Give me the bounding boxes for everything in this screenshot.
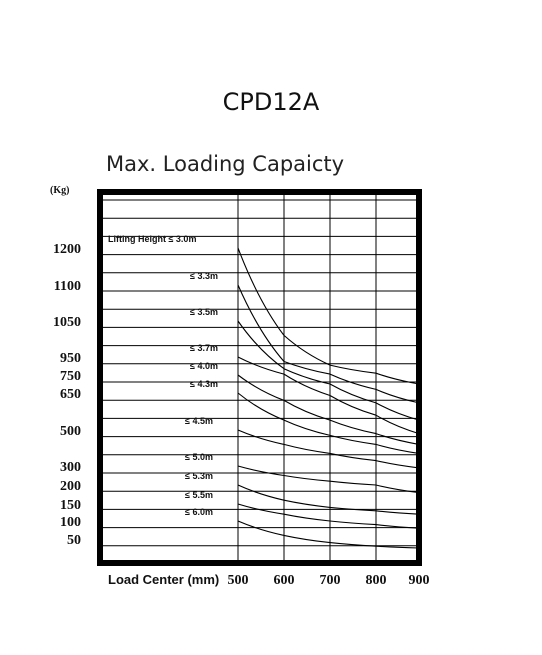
- capacity-curve: [237, 392, 420, 454]
- y-tick-label: 200: [60, 479, 81, 494]
- x-tick-label: 500: [228, 573, 249, 588]
- x-tick-label: 600: [274, 573, 295, 588]
- y-unit-label: (Kg): [50, 185, 69, 196]
- capacity-curve: [237, 520, 420, 549]
- y-tick-label: 500: [60, 424, 81, 439]
- height-label: ≤ 4.0m: [190, 361, 218, 371]
- model-title: CPD12A: [222, 88, 320, 116]
- x-axis-ticks: 500 600 700 800 900: [228, 573, 430, 588]
- height-label: ≤ 6.0m: [185, 507, 213, 517]
- capacity-curve: [237, 356, 420, 435]
- height-label: ≤ 5.3m: [185, 471, 213, 481]
- capacity-curves: [237, 247, 420, 549]
- y-tick-label: 150: [60, 498, 81, 513]
- height-labels: Lifting Height ≤ 3.0m ≤ 3.3m ≤ 3.5m ≤ 3.7m ≤…: [108, 234, 218, 517]
- height-label: ≤ 3.3m: [190, 271, 218, 281]
- x-tick-label: 700: [320, 573, 341, 588]
- height-label: ≤ 3.7m: [190, 343, 218, 353]
- x-tick-label: 800: [366, 573, 387, 588]
- y-axis-ticks: 1200 1100 1050 950 750 650 500 300 200 150 100 50: [53, 242, 81, 548]
- chart-title: Max. Loading Capaicty: [106, 152, 345, 176]
- plot-frame: [97, 189, 422, 566]
- grid: [100, 192, 419, 563]
- y-tick-label: 100: [60, 515, 81, 530]
- y-tick-label: 950: [60, 351, 81, 366]
- capacity-curve: [237, 247, 420, 385]
- height-label: ≤ 5.0m: [185, 452, 213, 462]
- capacity-curve: [237, 429, 420, 469]
- x-tick-label: 900: [409, 573, 430, 588]
- height-label: ≤ 3.5m: [190, 307, 218, 317]
- y-tick-label: 750: [60, 369, 81, 384]
- capacity-curve: [237, 465, 420, 494]
- height-label: ≤ 5.5m: [185, 490, 213, 500]
- capacity-curve: [237, 484, 420, 515]
- y-tick-label: 50: [67, 533, 81, 548]
- capacity-curve: [237, 374, 420, 445]
- height-label: ≤ 4.3m: [190, 379, 218, 389]
- x-axis-label: Load Center (mm): [108, 572, 219, 587]
- y-tick-label: 1050: [53, 315, 81, 330]
- y-tick-label: 1100: [54, 279, 81, 294]
- y-tick-label: 300: [60, 460, 81, 475]
- capacity-curve: [237, 320, 420, 421]
- capacity-curve: [237, 503, 420, 529]
- height-label: ≤ 4.5m: [185, 416, 213, 426]
- y-tick-label: 1200: [53, 242, 81, 257]
- y-tick-label: 650: [60, 387, 81, 402]
- height-label: Lifting Height ≤ 3.0m: [108, 234, 196, 244]
- capacity-curve: [237, 284, 420, 404]
